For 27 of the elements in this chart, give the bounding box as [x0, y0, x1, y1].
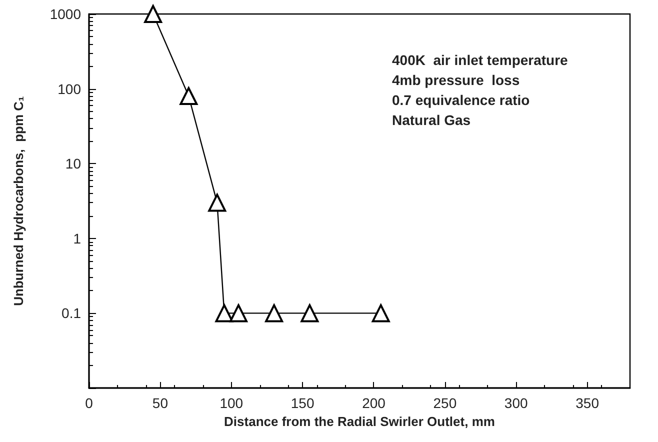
y-axis-title: Unburned Hydrocarbons, ppm C₁: [11, 96, 26, 306]
x-tick-label: 300: [504, 395, 528, 411]
x-tick-label: 350: [576, 395, 600, 411]
annotation: 4mb pressure loss: [392, 72, 520, 88]
point: [229, 304, 248, 322]
y-tick-label: 0.1: [62, 305, 82, 322]
annotation: 0.7 equivalence ratio: [392, 92, 530, 108]
point: [208, 194, 226, 212]
x-tick-label: 50: [152, 395, 168, 411]
point: [180, 87, 198, 106]
x-tick-label: 100: [220, 395, 244, 411]
x-tick-label: 0: [85, 395, 94, 411]
y-tick-label: 10: [65, 156, 82, 172]
point: [265, 304, 284, 322]
x-tick-label: 200: [362, 395, 386, 411]
point: [144, 5, 162, 23]
annotation: 400K air inlet temperature: [392, 52, 568, 68]
point: [215, 304, 234, 322]
annotation: Natural Gas: [392, 112, 471, 128]
point: [372, 304, 390, 322]
point: [300, 304, 319, 322]
y-tick-label: 1: [73, 230, 82, 246]
x-tick-label: 250: [433, 395, 457, 411]
y-tick-label: 100: [58, 80, 82, 97]
x-tick-label: 150: [290, 395, 314, 411]
x-axis-title: Distance from the Radial Swirler Outlet, mm: [224, 414, 495, 429]
y-tick-label: 1000: [50, 6, 82, 22]
